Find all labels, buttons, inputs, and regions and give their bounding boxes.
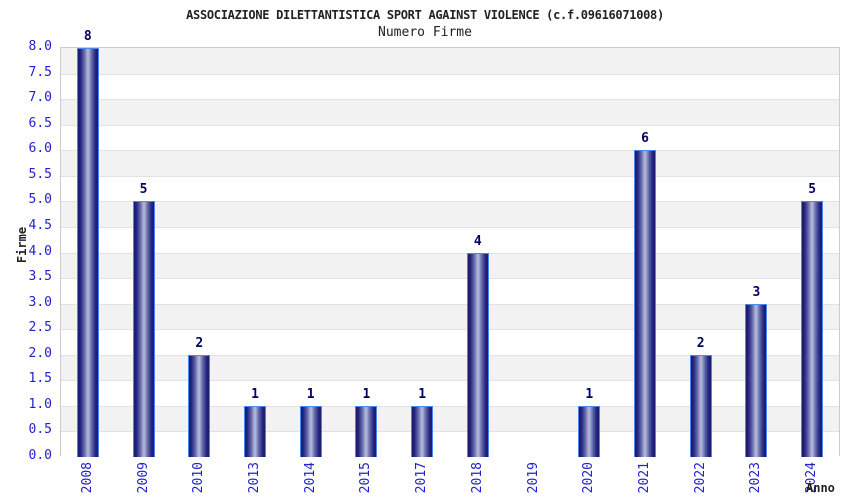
gridline (61, 73, 839, 75)
plot-area: 8 5 2 1 1 1 1 4 1 6 2 3 5 (60, 29, 840, 457)
plot-band (61, 150, 839, 176)
x-tick-label: 2015 (358, 462, 374, 494)
bar-2018 (466, 252, 489, 457)
plot-band (61, 405, 839, 432)
y-tick-label: 4.0 (28, 243, 52, 259)
x-tick-label: 2023 (748, 462, 764, 494)
y-tick-label: 0.0 (28, 448, 52, 463)
x-tick-label: 2019 (525, 462, 541, 494)
plot-band (61, 124, 839, 151)
gridline (61, 278, 839, 280)
gridline (61, 175, 839, 177)
bar-2017 (411, 405, 434, 457)
plot-band (61, 380, 839, 406)
chart-title: ASSOCIAZIONE DILETTANTISTICA SPORT AGAIN… (186, 8, 664, 22)
x-tick-label: 2021 (637, 462, 652, 494)
bar-2023 (745, 303, 768, 457)
y-tick-label: 6.0 (28, 141, 52, 157)
x-tick-label: 2014 (302, 462, 318, 494)
bar-2021 (634, 150, 656, 457)
gridline (61, 405, 839, 407)
plot-band (61, 303, 839, 330)
bar-value-label: 1 (251, 386, 259, 402)
plot-band (61, 99, 839, 125)
y-tick-label: 3.5 (28, 269, 52, 285)
bar-2014 (299, 405, 322, 457)
plot-band (61, 354, 839, 381)
bar-2015 (355, 405, 378, 457)
y-tick-label: 1.0 (28, 396, 52, 412)
gridline (61, 201, 839, 203)
y-tick-label: 7.0 (28, 90, 52, 106)
gridline (61, 303, 839, 305)
y-tick-label: 2.5 (28, 320, 52, 336)
gridline (61, 150, 839, 152)
plot-band (61, 278, 839, 304)
bar-value-label: 4 (473, 233, 482, 249)
x-tick-label: 2010 (191, 462, 207, 494)
x-tick-label: 2020 (581, 462, 597, 494)
bar-2020 (578, 405, 601, 457)
bar-value-label: 1 (306, 386, 315, 402)
bar-2010 (188, 354, 211, 457)
x-tick-label: 2017 (414, 462, 430, 494)
plot-band (61, 431, 839, 457)
gridline (61, 329, 839, 331)
y-tick-label: 8.0 (28, 39, 52, 54)
plot-band (61, 252, 839, 279)
bar-value-label: 1 (362, 386, 371, 402)
x-tick-label: 2009 (135, 462, 151, 494)
bar-value-label: 6 (641, 131, 649, 147)
y-tick-label: 4.5 (28, 217, 52, 233)
gridline (61, 380, 839, 382)
y-tick-label: 1.5 (28, 371, 52, 387)
bar-2022 (689, 354, 712, 457)
plot-band (61, 226, 839, 253)
plot-band (61, 201, 839, 227)
gridline (61, 124, 839, 126)
bar-value-label: 5 (139, 182, 148, 198)
x-tick-label: 2022 (692, 462, 708, 494)
y-tick-label: 6.5 (28, 115, 52, 131)
bar-value-label: 1 (585, 386, 594, 402)
gridline (61, 226, 839, 228)
x-tick-label: 2008 (79, 462, 95, 494)
bar-value-label: 2 (696, 335, 705, 351)
x-axis-label: Anno (806, 481, 835, 495)
y-tick-label: 3.0 (28, 294, 52, 310)
plot-band (61, 48, 839, 74)
bar-2008 (76, 48, 99, 457)
bar-value-label: 5 (808, 182, 817, 198)
bar-value-label: 8 (83, 29, 92, 44)
plot-band (61, 73, 839, 100)
x-tick-label: 2018 (469, 462, 485, 494)
gridline (61, 252, 839, 254)
x-tick-label: 2013 (247, 462, 262, 494)
y-tick-label: 2.0 (28, 345, 52, 361)
bar-2013 (244, 405, 266, 457)
bar-2024 (801, 201, 824, 457)
bar-value-label: 2 (195, 335, 204, 351)
plot-band (61, 175, 839, 202)
y-tick-label: 5.0 (28, 192, 52, 208)
y-tick-label: 0.5 (28, 422, 52, 438)
y-tick-label: 7.5 (28, 64, 52, 80)
gridline (61, 99, 839, 101)
gridline (61, 431, 839, 433)
gridline (61, 354, 839, 356)
y-tick-label: 5.5 (28, 166, 52, 182)
bar-value-label: 1 (418, 386, 427, 402)
plot-band (61, 329, 839, 355)
bar-value-label: 3 (752, 284, 761, 300)
bar-2009 (132, 201, 155, 457)
y-axis-label: Firme (15, 226, 29, 264)
chart-subtitle: Numero Firme (378, 25, 472, 40)
